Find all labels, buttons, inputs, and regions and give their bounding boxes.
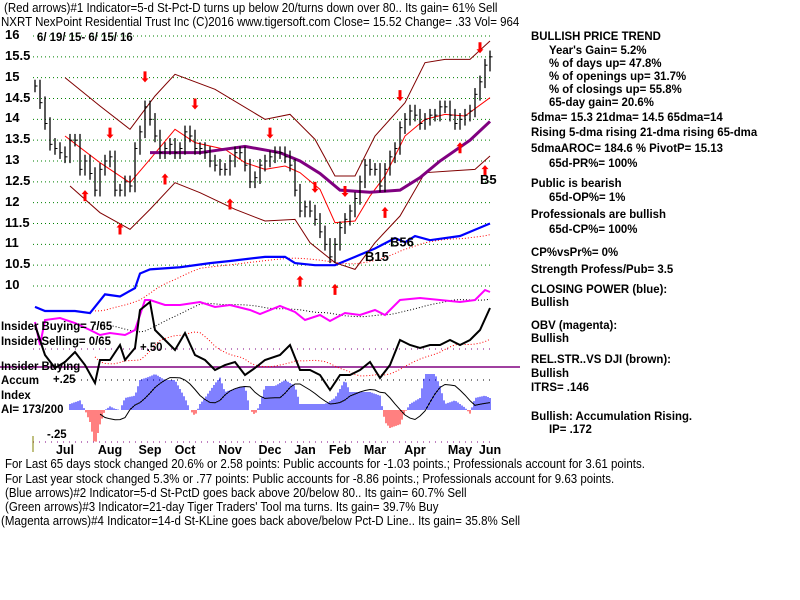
lower-band	[69, 155, 491, 270]
buy-arrow-icon	[116, 223, 124, 235]
x-tick-label: Feb	[328, 443, 352, 457]
closing-power-label: CLOSING POWER (blue):	[531, 282, 668, 296]
x-tick-label: Apr	[404, 443, 426, 457]
plus-25-label: +.25	[53, 372, 76, 386]
insider-buying-line-label: Insider Buying	[1, 359, 81, 373]
rel-strength-line	[34, 300, 491, 392]
days-up: % of days up= 47.8%	[549, 56, 662, 70]
x-tick-label: Mar	[363, 443, 387, 457]
x-tick-label: Nov	[218, 443, 242, 457]
insider-buying: Insider Buying= 7/65	[1, 319, 113, 333]
upper-band	[64, 40, 491, 177]
accumulation-status: Bullish: Accumulation Rising.	[531, 409, 693, 423]
gain-65: 65-day gain= 20.6%	[549, 95, 654, 109]
x-tick-label: Dec	[258, 443, 282, 457]
x-tick-label: Oct	[174, 443, 196, 457]
relstr-label: REL.STR..VS DJI (brown):	[531, 352, 671, 366]
sell-arrow-icon	[266, 127, 274, 139]
x-tick-label: May	[447, 443, 473, 457]
y-tick-label: 16	[5, 27, 20, 42]
y-tick-label: 13.5	[5, 131, 31, 147]
accum-label: Accum	[1, 373, 40, 387]
accum-ma-line	[99, 377, 491, 421]
y-tick-label: 10.5	[5, 256, 31, 272]
aroc-pivot: 5dmaAROC= 184.6 % PivotP= 15.13	[531, 141, 724, 155]
pr-65: 65d-PR%= 100%	[549, 156, 638, 170]
obv-line	[34, 288, 491, 346]
sell-arrow-icon	[141, 71, 149, 83]
trend-heading: BULLISH PRICE TREND	[531, 29, 661, 43]
buy-arrow-icon	[331, 283, 339, 295]
index-label: Index	[1, 388, 31, 402]
signal-label: B5	[480, 172, 497, 187]
plus-50-label: +.50	[140, 340, 163, 354]
y-tick-label: 12	[5, 193, 20, 209]
obv-label: OBV (magenta):	[531, 318, 618, 332]
relstr-state: Bullish	[531, 366, 570, 380]
closings-up: % of closings up= 55.8%	[549, 82, 682, 96]
buy-arrow-icon	[456, 142, 464, 154]
buy-arrow-icon	[161, 173, 169, 185]
sell-arrow-icon	[396, 90, 404, 102]
y-tick-label: 15.5	[5, 47, 31, 63]
buy-arrow-icon	[381, 206, 389, 218]
y-tick-label: 15	[5, 68, 20, 84]
buy-arrow-icon	[481, 165, 489, 177]
signal-label: B56	[390, 234, 414, 249]
years-gain: Year's Gain= 5.2%	[549, 43, 647, 57]
closing-power-state: Bullish	[531, 295, 570, 309]
date-range: 6/ 19/ 15- 6/ 15/ 16	[37, 30, 133, 44]
openings-up: % of openings up= 31.7%	[549, 69, 687, 83]
y-tick-label: 14	[5, 110, 20, 126]
public-status: Public is bearish	[531, 176, 622, 190]
ticker-header: NXRT NexPoint Residential Trust Inc (C)2…	[1, 15, 520, 29]
y-tick-label: 14.5	[5, 89, 31, 105]
footer-last-year: For Last year stock changed 5.3% or .77 …	[5, 472, 615, 486]
insider-selling: Insider Selling= 0/65	[1, 334, 111, 348]
buy-arrow-icon	[226, 198, 234, 210]
indicator-1-caption: (Red arrows)#1 Indicator=5-d St-Pct-D tu…	[4, 1, 498, 15]
itrs-value: ITRS= .146	[531, 380, 589, 394]
op-65: 65d-OP%= 1%	[549, 190, 626, 204]
x-tick-label: Sep	[138, 443, 162, 457]
x-tick-label: Jun	[478, 443, 502, 457]
minus-25-label: -.25	[47, 427, 67, 441]
x-tick-label: Jul	[55, 443, 75, 457]
footer-65-day: For Last 65 days stock changed 20.6% or …	[5, 457, 645, 471]
obv-state: Bullish	[531, 331, 570, 345]
footer-green-arrows: (Green arrows)#3 Indicator=21-day Tiger …	[5, 500, 439, 514]
ma21-line	[64, 97, 491, 224]
signal-label: B15	[365, 249, 389, 264]
buy-arrow-icon	[81, 190, 89, 202]
sell-arrow-icon	[191, 98, 199, 110]
ip-value: IP= .172	[549, 422, 592, 436]
y-tick-label: 11	[5, 235, 19, 251]
strength-ratio: Strength Profess/Pub= 3.5	[531, 262, 674, 276]
sell-arrow-icon	[341, 186, 349, 198]
x-tick-label: Aug	[97, 443, 123, 457]
sell-arrow-icon	[106, 127, 114, 139]
buy-arrow-icon	[296, 275, 304, 287]
ai-value: AI= 173/200	[1, 402, 64, 416]
cp-vs-pr: CP%vsPr%= 0%	[531, 245, 619, 259]
y-tick-label: 11.5	[5, 214, 30, 230]
sell-arrow-icon	[311, 181, 319, 193]
footer-blue-arrows: (Blue arrows)#2 Indicator=5-d St-PctD go…	[5, 486, 467, 500]
y-tick-label: 10	[5, 277, 20, 293]
x-tick-label: Jan	[294, 443, 316, 457]
closing-power-ma	[95, 234, 491, 312]
y-tick-label: 13	[5, 152, 20, 167]
y-tick-label: 12.5	[5, 172, 31, 188]
moving-averages: 5dma= 15.3 21dma= 14.5 65dma=14	[531, 110, 723, 124]
rising-status: Rising 5-dma rising 21-dma rising 65-dma	[531, 125, 758, 139]
footer-magenta-arrows: (Magenta arrows)#4 Indicator=14-d St-KLi…	[1, 514, 521, 528]
professionals-status: Professionals are bullish	[531, 207, 666, 221]
cp-65: 65d-CP%= 100%	[549, 222, 638, 236]
closing-power-line	[34, 222, 491, 315]
sell-arrow-icon	[476, 42, 484, 54]
